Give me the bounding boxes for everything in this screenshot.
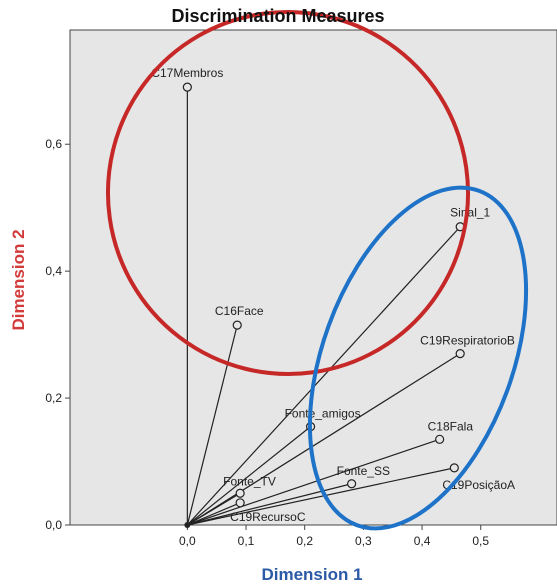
data-point (235, 488, 245, 498)
x-tick-label: 0,1 (238, 534, 255, 548)
vector-line (187, 438, 440, 526)
x-axis-title: Dimension 1 (261, 565, 362, 584)
data-point (449, 463, 459, 473)
point-label: Fonte_amigos (285, 407, 361, 421)
y-tick-label: 0,2 (45, 391, 62, 405)
data-point (455, 349, 465, 359)
y-tick-label: 0,6 (45, 137, 62, 151)
point-labels: C17Membros C16Face Sinal_1 C19RespiratorioB… (151, 66, 515, 524)
blue-highlight-ellipse (307, 185, 529, 531)
y-tick-label: 0,0 (45, 518, 62, 532)
y-axis-title: Dimension 2 (9, 229, 28, 330)
point-label: C19RespiratorioB (420, 334, 515, 348)
point-label: C19RecursoC (230, 510, 306, 524)
data-point (232, 320, 242, 330)
data-point (435, 434, 445, 444)
x-tick-label: 0,3 (355, 534, 372, 548)
vector-line (187, 492, 241, 526)
point-label: C17Membros (151, 66, 223, 80)
point-label: C18Fala (428, 419, 474, 433)
highlight-ellipses (105, 10, 529, 531)
vector-line (187, 502, 241, 526)
data-point (235, 498, 245, 508)
vector-line (187, 353, 461, 526)
axis-ticks: 0,0 0,1 0,2 0,3 0,4 0,5 0,0 0,2 0,4 0,6 (45, 137, 489, 548)
point-label: Sinal_1 (450, 206, 490, 220)
point-label: C19PosiçãoA (442, 478, 515, 492)
data-point (182, 82, 192, 92)
vector-line (186, 324, 238, 526)
vector-line (186, 426, 311, 526)
plot-area (69, 29, 557, 526)
x-tick-label: 0,0 (179, 534, 196, 548)
chart-title: Discrimination Measures (171, 6, 384, 26)
vector-line (187, 467, 455, 526)
red-highlight-ellipse (105, 10, 471, 376)
vector-line (186, 226, 461, 526)
point-label: C16Face (215, 304, 264, 318)
point-label: Fonte_TV (223, 474, 276, 488)
point-label: Fonte_SS (337, 464, 390, 478)
x-tick-label: 0,5 (472, 534, 489, 548)
y-tick-label: 0,4 (45, 264, 62, 278)
data-point (347, 479, 357, 489)
vector-lines (186, 87, 461, 526)
x-tick-label: 0,2 (296, 534, 313, 548)
origin-point (184, 522, 191, 528)
x-tick-label: 0,4 (414, 534, 431, 548)
